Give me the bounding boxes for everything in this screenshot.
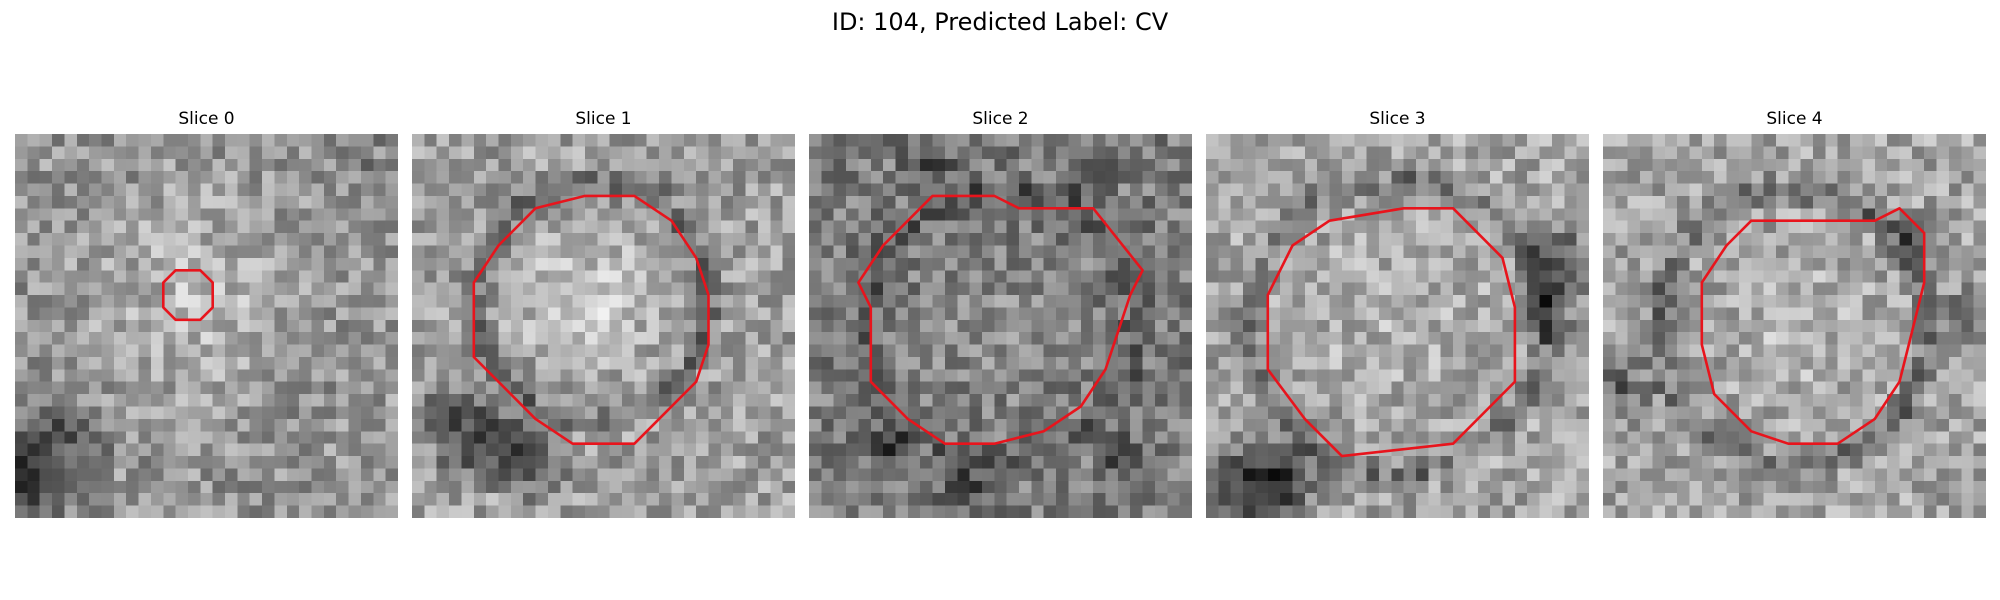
slice-image-2	[809, 134, 1192, 518]
slice-image-4	[1603, 134, 1986, 518]
slice-title-1: Slice 1	[575, 109, 632, 129]
slice-title-4: Slice 4	[1766, 109, 1823, 129]
segmentation-contour	[472, 194, 710, 446]
segmentation-contour	[162, 269, 214, 322]
slice-image-1	[412, 134, 795, 518]
slice-title-0: Slice 0	[178, 109, 235, 129]
segmentation-contour	[1266, 207, 1517, 458]
micrograph-pixels	[1603, 134, 1986, 518]
micrograph-pixels	[412, 134, 795, 518]
micrograph-pixels	[809, 134, 1192, 518]
figure-title: ID: 104, Predicted Label: CV	[831, 8, 1169, 36]
slice-image-3	[1206, 134, 1589, 518]
segmentation-contour	[857, 194, 1144, 446]
micrograph-pixels	[1206, 134, 1589, 518]
slice-title-2: Slice 2	[972, 109, 1029, 129]
segmentation-contour	[1700, 207, 1926, 446]
micrograph-pixels	[15, 134, 398, 518]
slice-image-0	[15, 134, 398, 518]
slice-title-3: Slice 3	[1369, 109, 1426, 129]
